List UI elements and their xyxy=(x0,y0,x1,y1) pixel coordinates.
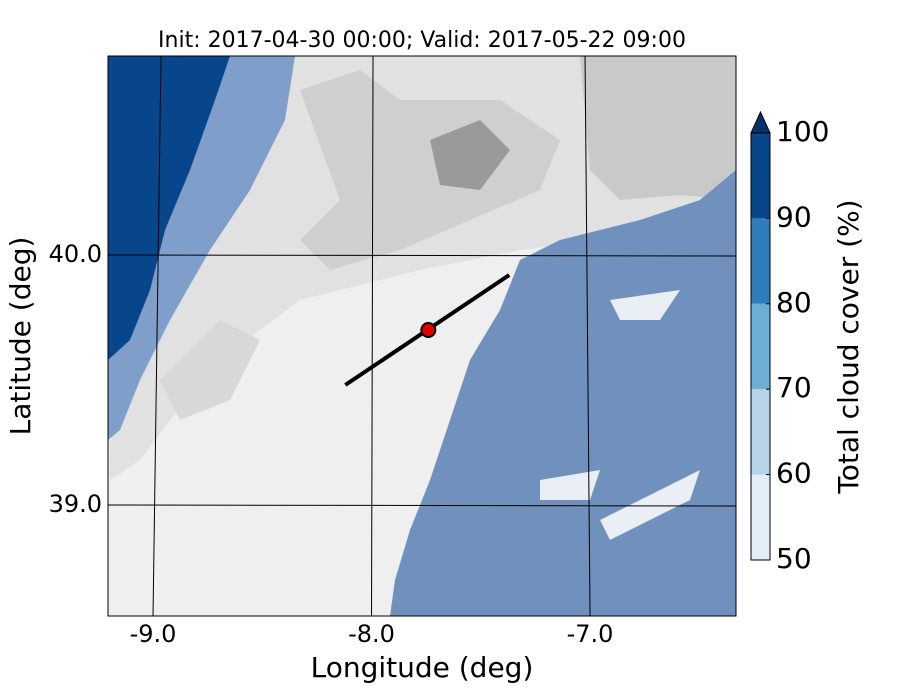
colorbar-band xyxy=(751,474,770,560)
location-marker xyxy=(420,322,437,338)
grid-line xyxy=(371,56,374,616)
colorbar-tick-label: 50 xyxy=(776,542,812,575)
colorbar-frame xyxy=(750,132,771,561)
grid-line xyxy=(152,56,162,616)
colorbar-label: Total cloud cover (%) xyxy=(832,199,865,494)
x-tick-label: -8.0 xyxy=(348,620,395,648)
y-tick-label: 40.0 xyxy=(49,240,102,268)
colorbar-tick-label: 80 xyxy=(776,286,812,319)
colorbar-extension xyxy=(750,110,771,134)
x-tick-label: -7.0 xyxy=(567,620,614,648)
colorbar-band xyxy=(751,303,770,390)
terrain xyxy=(160,320,260,420)
colorbar-tick-label: 100 xyxy=(776,115,829,148)
clear-patch xyxy=(540,290,700,540)
terrain xyxy=(430,120,510,190)
y-axis-label: Latitude (deg) xyxy=(4,237,37,436)
terrain xyxy=(580,56,736,200)
colorbar-band xyxy=(751,389,770,475)
chart-title: Init: 2017-04-30 00:00; Valid: 2017-05-2… xyxy=(158,28,686,53)
terrain xyxy=(300,70,560,270)
plot-frame xyxy=(107,55,737,617)
colorbar-band xyxy=(751,218,770,304)
terrain xyxy=(108,56,736,480)
grid-line xyxy=(584,56,591,616)
colorbar-tick-label: 90 xyxy=(776,200,812,233)
colorbar-tick-label: 60 xyxy=(776,457,812,490)
cloud-region xyxy=(108,56,230,360)
x-tick-label: -9.0 xyxy=(130,620,177,648)
colorbar-tick-label: 70 xyxy=(776,371,812,404)
y-tick-label: 39.0 xyxy=(49,490,102,518)
map-field xyxy=(108,56,736,616)
colorbar-band xyxy=(751,133,770,219)
x-axis-label: Longitude (deg) xyxy=(311,651,534,684)
grid-line xyxy=(108,504,736,507)
grid-line xyxy=(108,254,736,257)
